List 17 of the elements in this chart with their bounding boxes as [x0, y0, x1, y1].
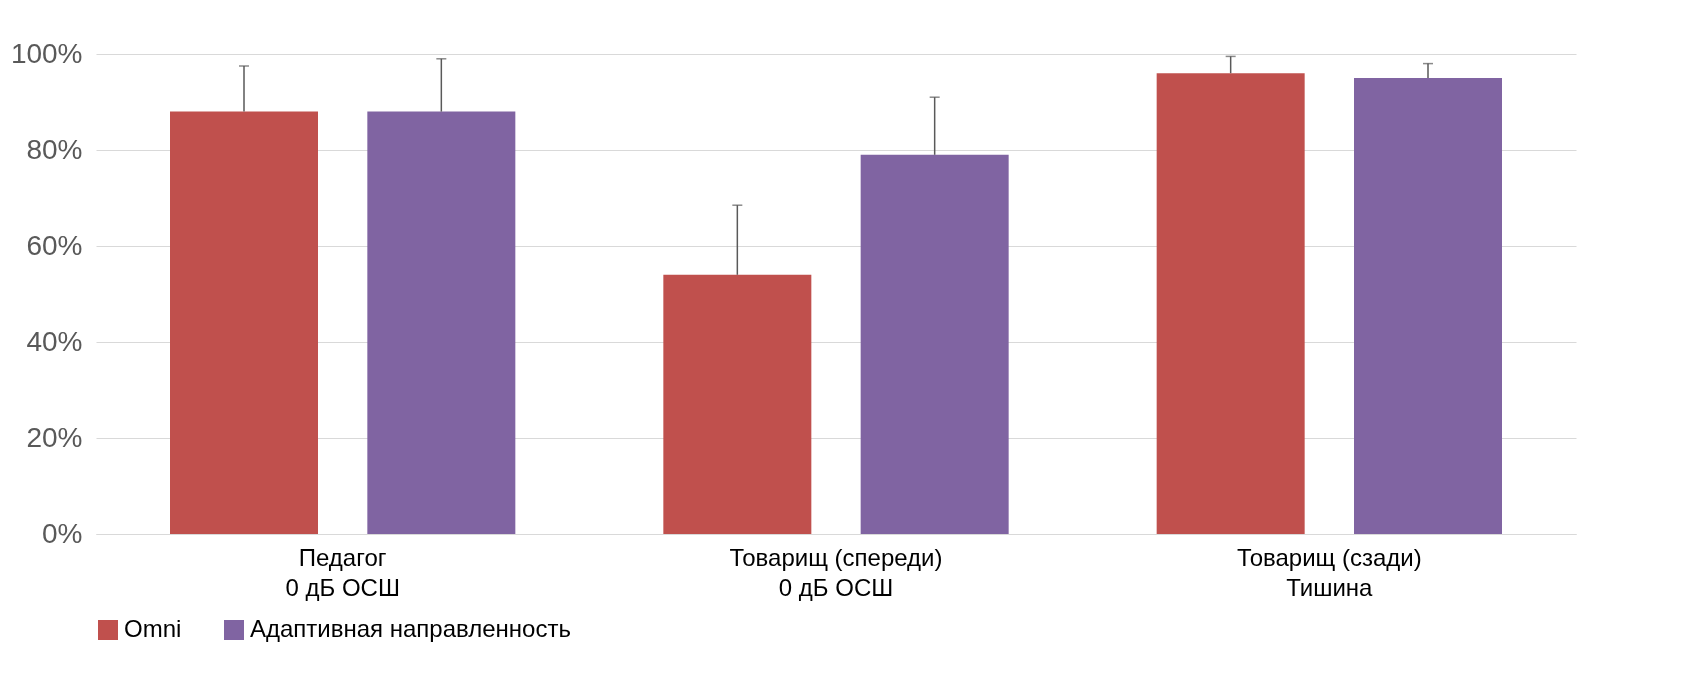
x-tick-label: Педагог 0 дБ ОСШ [285, 543, 400, 601]
y-tick-label: 20% [26, 421, 83, 453]
bar [367, 111, 516, 534]
legend-label: Адаптивная направленность [250, 615, 571, 642]
y-tick-label: 0% [42, 517, 83, 549]
y-tick-label: 80% [26, 133, 83, 165]
bar [1156, 73, 1305, 534]
x-tick-label: Товарищ (сзади) Тишина [1236, 543, 1422, 601]
y-tick-label: 60% [26, 229, 83, 261]
legend-label: Omni [124, 615, 182, 642]
y-tick-label: 40% [26, 325, 83, 357]
bar [1354, 78, 1502, 534]
bar [170, 111, 318, 534]
y-tick-label: 100% [10, 37, 83, 69]
bar [663, 274, 812, 534]
bar [860, 154, 1009, 534]
x-tick-label: Товарищ (спереди) 0 дБ ОСШ [729, 543, 943, 601]
